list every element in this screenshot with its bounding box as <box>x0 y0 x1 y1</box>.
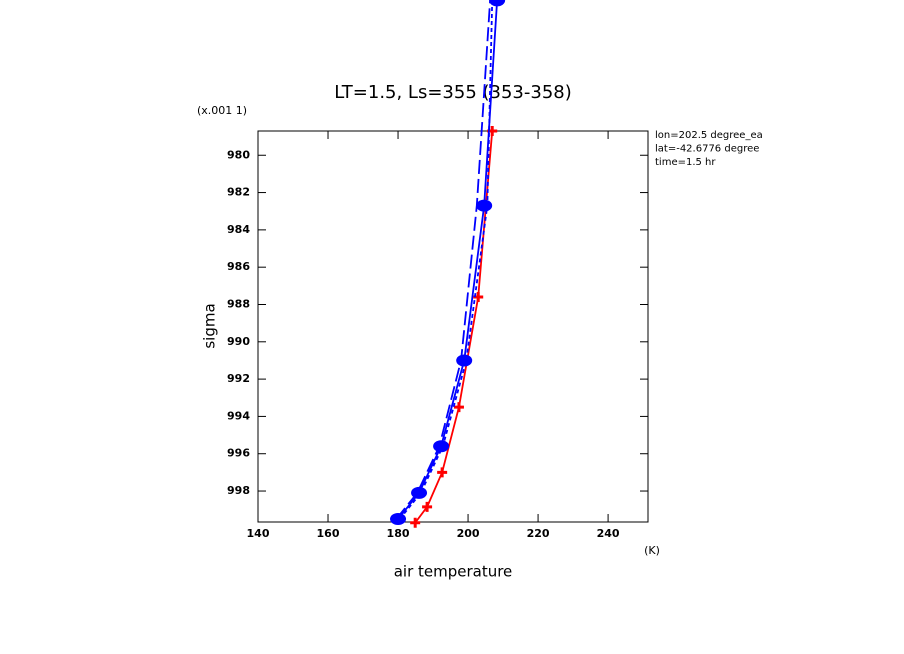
y-scale-label: (x.001 1) <box>197 104 247 117</box>
y-tick-label: 986 <box>227 260 250 273</box>
y-tick-label: 980 <box>227 148 250 161</box>
series-line <box>395 0 492 520</box>
y-tick-label: 982 <box>227 186 250 199</box>
y-tick-label: 990 <box>227 335 250 348</box>
note: lat=-42.6776 degree <box>655 144 759 155</box>
marker <box>422 501 433 512</box>
marker <box>489 0 506 7</box>
plot-frame <box>257 130 649 523</box>
y-axis-label: sigma <box>201 303 219 348</box>
x-tick-label: 160 <box>317 527 340 540</box>
note: time=1.5 hr <box>655 157 716 168</box>
marker <box>390 513 407 526</box>
series-line <box>414 130 494 524</box>
x-tick-label: 180 <box>387 527 410 540</box>
marker <box>476 199 493 212</box>
x-axis-label: air temperature <box>394 563 513 581</box>
x-tick-label: 240 <box>597 527 620 540</box>
y-tick-label: 994 <box>227 409 250 422</box>
chart-title: LT=1.5, Ls=355 (353-358) <box>334 82 572 103</box>
marker <box>456 354 473 367</box>
x-tick-label: 140 <box>247 527 270 540</box>
marker <box>410 517 421 528</box>
y-tick-label: 992 <box>227 372 250 385</box>
y-tick-label: 998 <box>227 484 250 497</box>
marker <box>453 402 464 413</box>
y-tick-label: 988 <box>227 297 250 310</box>
x-tick-label: 220 <box>527 527 550 540</box>
y-tick-label: 996 <box>227 447 250 460</box>
x-tick-label: 200 <box>457 527 480 540</box>
series-line <box>399 0 494 520</box>
x-unit-label: (K) <box>644 544 660 557</box>
marker <box>437 467 448 478</box>
y-tick-label: 984 <box>227 223 250 236</box>
note: lon=202.5 degree_ea <box>655 130 763 141</box>
